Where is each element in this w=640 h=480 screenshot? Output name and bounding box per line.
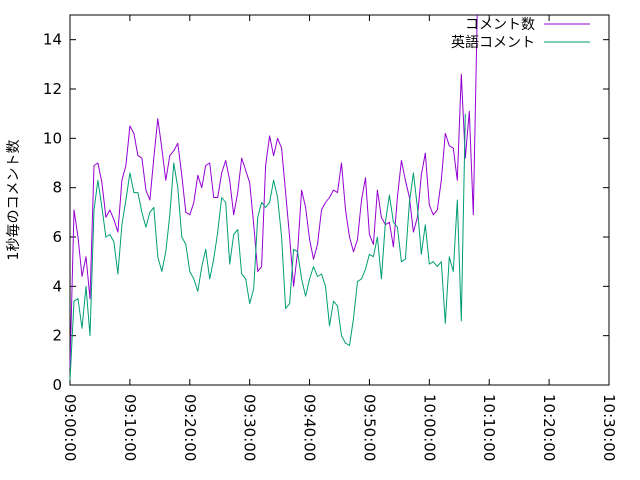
y-tick-label: 8 xyxy=(52,179,62,197)
x-tick-label: 09:40:00 xyxy=(301,394,319,461)
plot-border xyxy=(69,14,610,386)
series-line-2 xyxy=(69,113,466,381)
x-tick-label: 10:20:00 xyxy=(540,394,558,461)
x-tick-label: 09:50:00 xyxy=(360,394,378,461)
y-tick-label: 14 xyxy=(43,31,62,49)
x-tick-label: 09:10:00 xyxy=(121,394,139,461)
y-tick-label: 4 xyxy=(52,277,62,295)
x-tick-label: 10:30:00 xyxy=(600,394,618,461)
y-tick-label: 6 xyxy=(52,228,62,246)
y-tick-label: 10 xyxy=(43,129,62,147)
legend-label-2: 英語コメント xyxy=(451,34,535,51)
x-tick-label: 09:30:00 xyxy=(241,394,259,461)
x-tick-label: 09:00:00 xyxy=(61,394,79,461)
y-tick-label: 12 xyxy=(43,80,62,98)
y-tick-label: 0 xyxy=(52,376,62,394)
x-tick-label: 10:10:00 xyxy=(480,394,498,461)
y-axis-title: 1秒毎のコメント数 xyxy=(6,140,22,261)
series-line-1 xyxy=(69,14,478,368)
x-tick-label: 10:00:00 xyxy=(420,394,438,461)
y-tick-label: 2 xyxy=(52,327,62,345)
legend-label-1: コメント数 xyxy=(465,17,535,33)
x-tick-label: 09:20:00 xyxy=(181,394,199,461)
